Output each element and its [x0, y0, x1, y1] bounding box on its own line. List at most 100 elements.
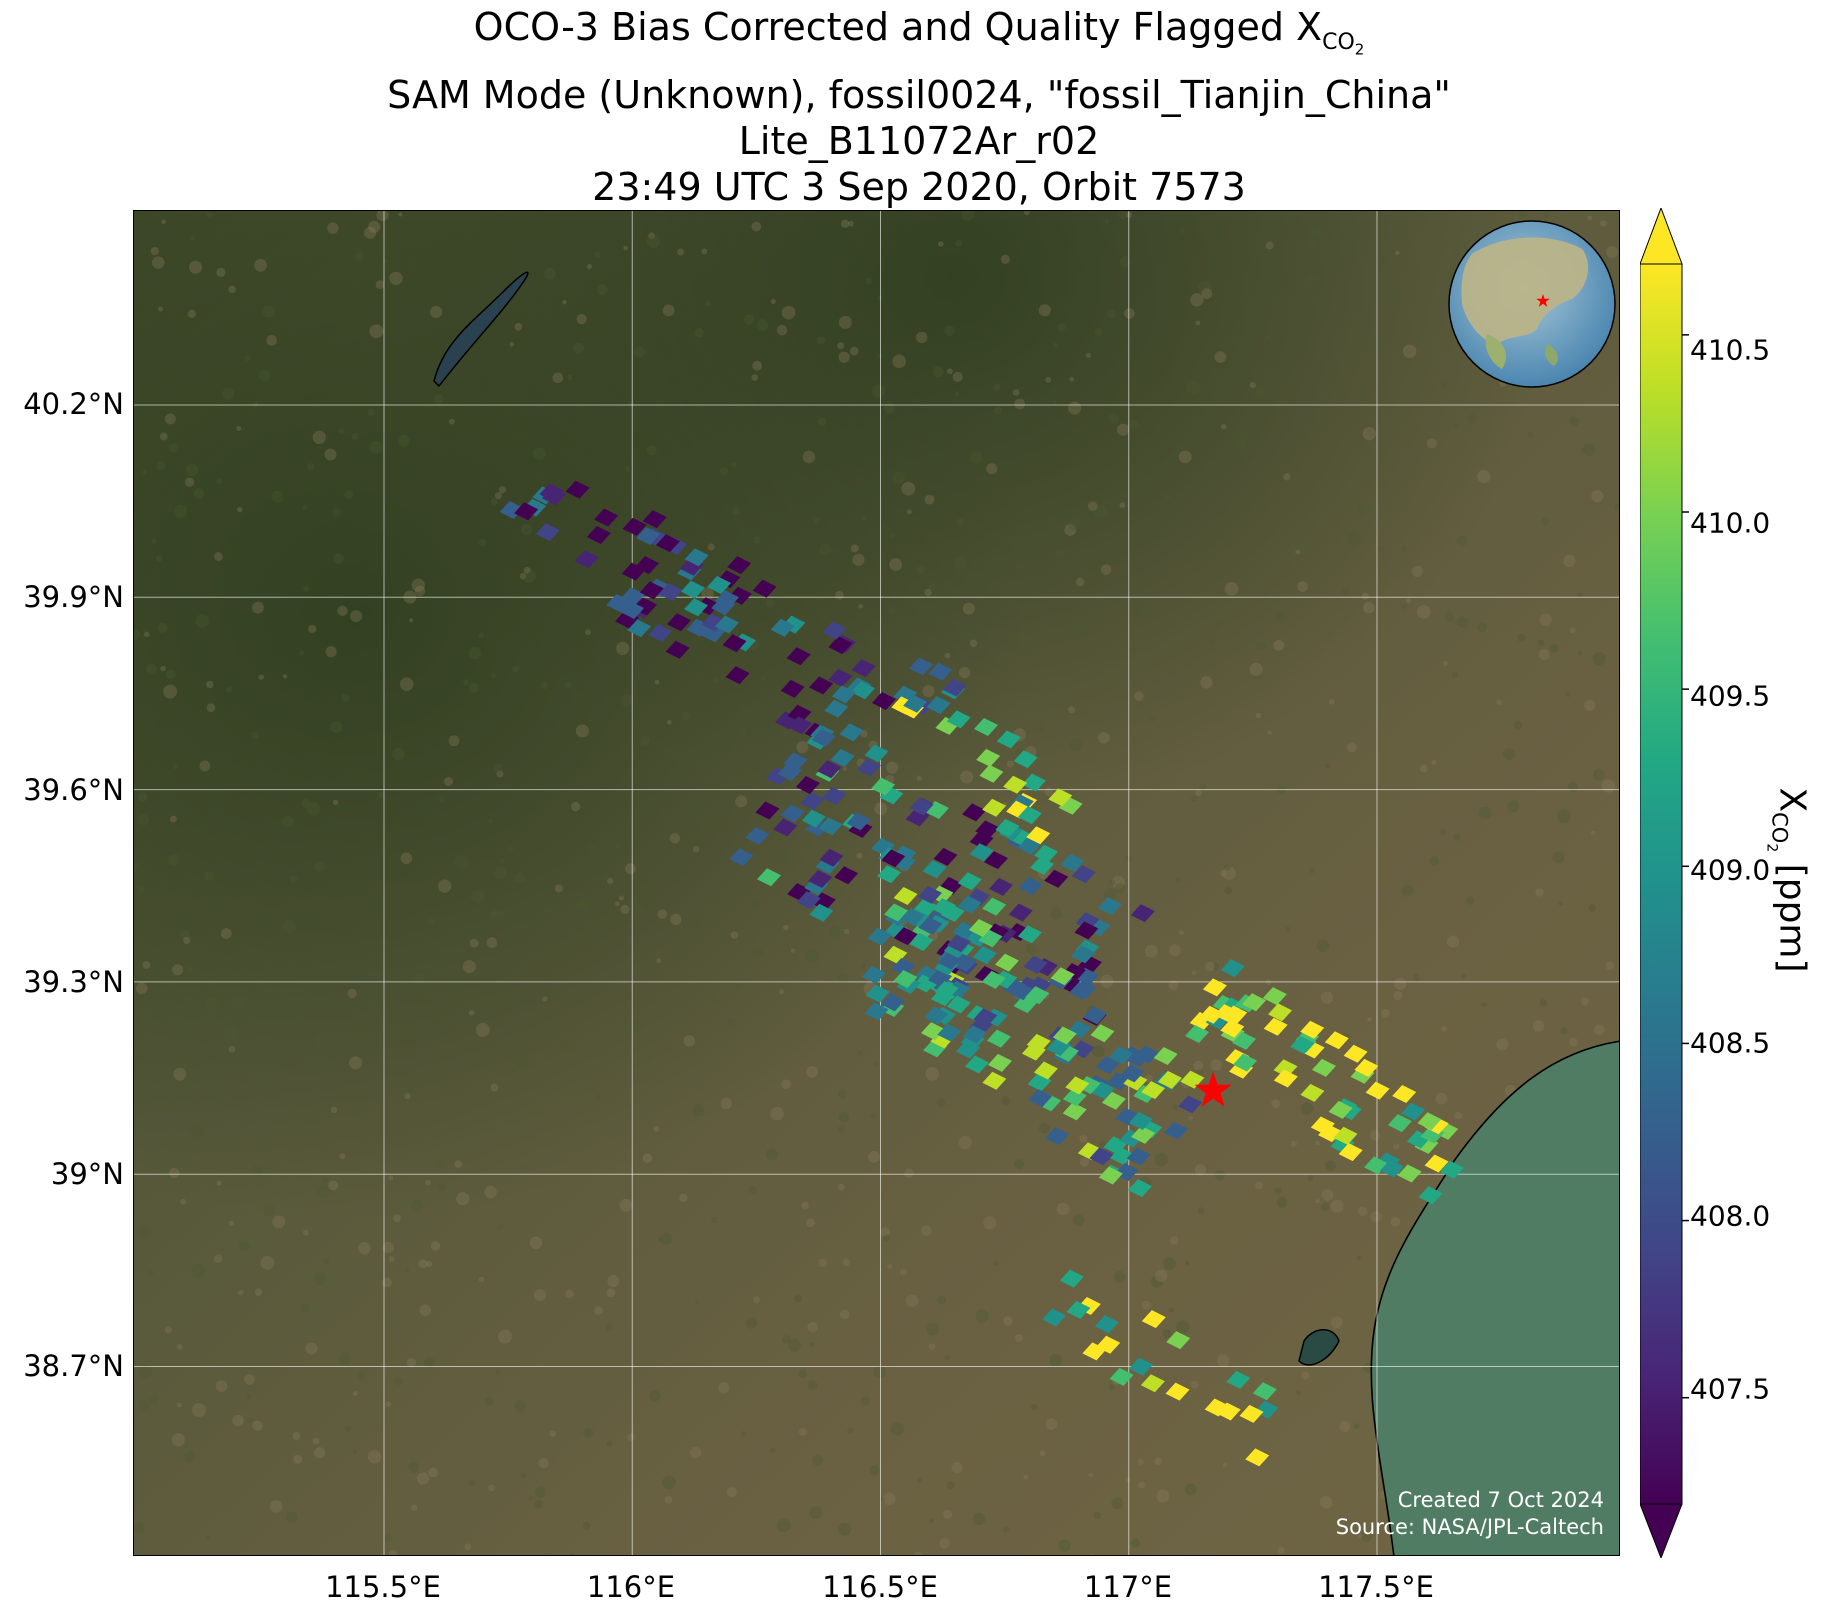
sounding-cell	[871, 691, 896, 710]
sounding-cell	[1017, 925, 1042, 944]
lat-label: 39.9°N	[23, 580, 124, 614]
sounding-cell	[1141, 1081, 1166, 1100]
sounding-cell	[828, 668, 853, 687]
sounding-cell	[1130, 904, 1155, 923]
sounding-cell	[995, 818, 1020, 837]
sounding-cell	[922, 860, 947, 879]
sounding-cell	[909, 657, 934, 676]
sounding-cell	[707, 575, 732, 594]
sounding-cell	[1140, 1374, 1165, 1393]
sounding-cell	[1090, 1024, 1115, 1043]
sounding-cell	[1157, 1070, 1182, 1089]
sounding-cell	[1065, 1076, 1090, 1095]
sounding-cell	[1273, 1069, 1298, 1088]
sounding-cell	[658, 583, 683, 602]
sounding-cell	[665, 640, 690, 659]
sounding-cell	[1387, 1114, 1412, 1133]
sounding-cell	[1048, 788, 1073, 807]
title-line-4: 23:49 UTC 3 Sep 2020, Orbit 7573	[592, 164, 1246, 209]
sounding-cell	[1262, 987, 1287, 1006]
sounding-cell	[635, 556, 660, 575]
colorbar-gradient	[1640, 263, 1683, 1505]
sounding-cell	[1008, 903, 1033, 922]
sounding-cell	[1202, 978, 1227, 997]
sounding-cell	[846, 812, 871, 831]
sounding-cell	[957, 895, 982, 914]
sounding-cell	[986, 1029, 1011, 1048]
sounding-cell	[839, 723, 864, 742]
sounding-cell	[942, 678, 967, 697]
sounding-cell	[1239, 1404, 1264, 1423]
sounding-cell	[973, 718, 998, 737]
title-line-1: OCO-3 Bias Corrected and Quality Flagged…	[473, 5, 1365, 58]
sounding-cell	[788, 716, 813, 735]
sounding-cell	[976, 748, 1001, 767]
sounding-cell	[903, 694, 928, 713]
sounding-cell	[642, 510, 667, 529]
sounding-cell	[972, 946, 997, 965]
sounding-cell	[932, 898, 957, 917]
title-line-2: SAM Mode (Unknown), fossil0024, "fossil_…	[387, 72, 1451, 117]
lat-label: 40.2°N	[23, 387, 124, 421]
sounding-cell	[928, 662, 953, 681]
sounding-cell	[994, 953, 1019, 972]
sounding-cell	[1440, 1160, 1465, 1179]
sounding-cell	[934, 980, 959, 999]
sounding-cell	[1060, 853, 1085, 872]
sounding-cell	[1165, 1382, 1190, 1401]
sounding-cell	[1109, 1367, 1134, 1386]
sounding-cell	[1129, 1357, 1154, 1376]
sounding-cell	[1185, 1024, 1210, 1043]
sounding-cell	[535, 523, 560, 542]
sounding-cell	[933, 847, 958, 866]
sounding-cell	[648, 623, 673, 642]
sounding-cell	[1071, 865, 1096, 884]
sounding-cell	[1059, 1269, 1084, 1288]
sounding-cell	[817, 760, 842, 779]
lon-label: 117.5°E	[1318, 1570, 1434, 1604]
sounding-cell	[1052, 1026, 1077, 1045]
sounding-cell	[964, 1055, 989, 1074]
sounding-cell	[1300, 1020, 1325, 1039]
sounding-cell	[1126, 1147, 1151, 1166]
sounding-cell	[831, 685, 856, 704]
sounding-cell	[1023, 955, 1048, 974]
sounding-cell	[856, 758, 881, 777]
sounding-cell	[982, 897, 1007, 916]
sounding-cell	[1401, 1102, 1426, 1121]
credit-text: Created 7 Oct 2024 Source: NASA/JPL-Calt…	[1336, 1487, 1604, 1541]
sounding-cell	[809, 676, 834, 695]
colorbar-tick-label: 410.0	[1690, 506, 1771, 540]
sounding-cell	[828, 636, 853, 655]
sounding-cell	[1397, 1164, 1422, 1183]
sounding-cell	[1245, 1448, 1270, 1467]
sounding-cell	[1096, 1335, 1121, 1354]
sounding-cell	[819, 848, 844, 867]
satellite-basemap	[134, 211, 1619, 1555]
sounding-cell	[808, 869, 833, 888]
sounding-cell	[865, 984, 890, 1003]
sounding-cell	[809, 903, 834, 922]
sounding-cell	[622, 517, 647, 536]
sounding-cell	[1044, 869, 1069, 888]
sounding-cell	[1220, 959, 1245, 978]
map-panel[interactable]	[133, 210, 1620, 1556]
sounding-cell	[1034, 844, 1059, 863]
sounding-cell	[636, 527, 661, 546]
sounding-cell	[1418, 1186, 1443, 1205]
sounding-cell	[851, 659, 876, 678]
sounding-cell	[924, 1006, 949, 1025]
lon-label: 116°E	[586, 1570, 676, 1604]
colorbar-tick-label: 409.0	[1690, 853, 1771, 887]
sounding-cell	[1101, 1091, 1126, 1110]
sounding-cell	[1290, 1035, 1315, 1054]
sounding-cell	[862, 965, 887, 984]
sounding-cell	[1166, 1331, 1191, 1350]
sounding-cell	[1114, 1163, 1139, 1182]
colorbar-min-extend	[1640, 1503, 1683, 1558]
sounding-cell	[1062, 1088, 1087, 1107]
sounding-cell	[877, 865, 902, 884]
sounding-cell	[880, 993, 905, 1012]
sounding-cell	[1028, 1089, 1053, 1108]
sounding-cell	[864, 1002, 889, 1021]
